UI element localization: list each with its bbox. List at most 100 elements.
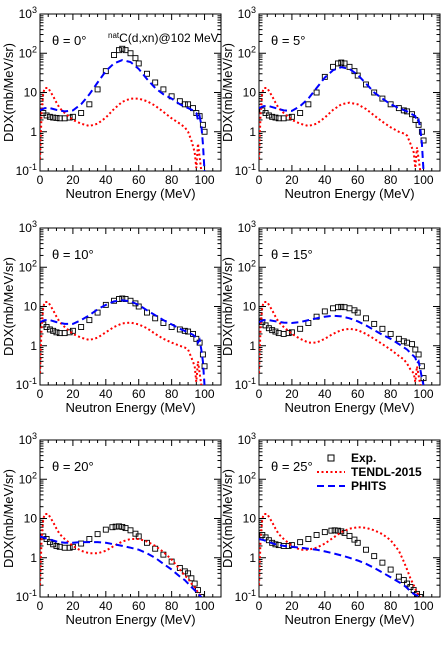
y-axis-label: DDX(mb/MeV/sr) xyxy=(220,257,235,356)
exp-point xyxy=(321,73,328,80)
exp-series xyxy=(40,523,205,597)
phits-line xyxy=(40,535,202,597)
exp-point xyxy=(127,50,134,57)
exp-point xyxy=(50,327,57,334)
exp-point xyxy=(418,363,425,370)
exp-point xyxy=(116,523,122,530)
x-tick-label: 60 xyxy=(132,173,146,187)
exp-point xyxy=(135,60,142,67)
exp-point xyxy=(400,338,407,345)
exp-point xyxy=(351,536,358,543)
exp-point xyxy=(297,325,304,332)
x-tick-label: 80 xyxy=(384,599,398,613)
exp-point xyxy=(404,339,411,346)
exp-point xyxy=(195,587,201,594)
x-tick-label: 100 xyxy=(195,599,215,613)
y-tick-label: 1 xyxy=(249,339,256,353)
y-tick-label: 102 xyxy=(238,44,256,60)
exp-point xyxy=(78,540,85,547)
exp-point xyxy=(395,335,402,342)
x-tick-label: 40 xyxy=(99,387,113,401)
legend-label: TENDL-2015 xyxy=(351,465,422,479)
tendl-line xyxy=(259,513,422,597)
exp-point xyxy=(321,308,328,315)
exp-point xyxy=(43,112,50,119)
exp-point xyxy=(43,536,50,542)
x-tick-label: 0 xyxy=(37,173,44,187)
exp-point xyxy=(379,95,386,102)
y-tick-label: 1 xyxy=(249,125,256,139)
exp-point xyxy=(371,89,378,96)
tendl-line xyxy=(40,513,203,597)
reaction-label-main: C(d,xn)@102 MeV xyxy=(119,31,219,45)
exp-point xyxy=(135,303,142,310)
x-tick-label: 60 xyxy=(132,599,146,613)
exp-point xyxy=(269,327,276,334)
x-axis-label: Neutron Energy (MeV) xyxy=(284,186,414,201)
exp-point xyxy=(122,47,129,54)
exp-point xyxy=(144,539,150,546)
y-tick-label: 10-1 xyxy=(235,588,256,604)
legend-label: PHITS xyxy=(351,479,386,493)
y-tick-label: 1 xyxy=(30,551,37,565)
exp-series xyxy=(259,303,427,382)
y-axis-label: DDX(mb/MeV/sr) xyxy=(220,43,235,142)
x-tick-label: 100 xyxy=(195,173,215,187)
plot-area xyxy=(40,45,208,171)
exp-point xyxy=(78,110,85,116)
exp-point xyxy=(78,324,85,330)
exp-point xyxy=(338,528,345,535)
exp-point xyxy=(387,566,394,573)
exp-point xyxy=(127,527,134,534)
exp-point xyxy=(53,542,60,549)
x-tick-label: 40 xyxy=(318,599,332,613)
panel-0: 0 20 40 60 80 100 10-1 1 10 102 103 Neutron Energy … xyxy=(1,5,222,201)
exp-point xyxy=(53,329,60,336)
x-tick-label: 40 xyxy=(99,173,113,187)
x-tick-label: 20 xyxy=(285,599,299,613)
exp-point xyxy=(272,328,279,335)
x-axis-label: Neutron Energy (MeV) xyxy=(284,612,414,627)
exp-point xyxy=(363,81,369,88)
exp-point xyxy=(285,114,292,121)
exp-point xyxy=(46,326,53,333)
exp-point xyxy=(363,315,369,322)
exp-point xyxy=(280,115,287,122)
reaction-label: natC(d,xn)@102 MeV xyxy=(108,31,219,45)
y-tick-label: 102 xyxy=(238,470,256,486)
exp-point xyxy=(280,330,287,337)
exp-point xyxy=(109,524,116,531)
y-tick-label: 10 xyxy=(24,300,38,314)
exp-point xyxy=(288,113,295,120)
y-tick-label: 103 xyxy=(238,5,256,21)
exp-point xyxy=(116,47,122,54)
x-axis-label: Neutron Energy (MeV) xyxy=(65,186,195,201)
exp-point xyxy=(404,580,411,587)
y-tick-label: 10-1 xyxy=(235,162,256,178)
x-tick-label: 0 xyxy=(37,387,44,401)
exp-point xyxy=(198,594,205,597)
x-tick-label: 60 xyxy=(132,387,146,401)
exp-point xyxy=(330,305,336,312)
exp-point xyxy=(185,570,192,577)
tendl-line xyxy=(259,87,422,171)
exp-point xyxy=(313,89,320,96)
legend-marker-exp xyxy=(327,454,335,462)
phits-line xyxy=(259,538,421,597)
exp-point xyxy=(160,551,167,558)
x-tick-label: 40 xyxy=(318,387,332,401)
exp-point xyxy=(354,539,361,546)
x-tick-label: 40 xyxy=(318,173,332,187)
exp-series xyxy=(40,295,208,370)
exp-point xyxy=(185,101,192,108)
plot-area xyxy=(259,59,427,171)
exp-point xyxy=(160,86,167,93)
phits-line xyxy=(259,66,425,171)
exp-point xyxy=(152,545,159,552)
exp-point xyxy=(420,375,427,382)
exp-point xyxy=(313,532,320,538)
x-tick-label: 100 xyxy=(414,387,434,401)
y-tick-label: 10-1 xyxy=(16,162,37,178)
y-tick-label: 10 xyxy=(243,300,257,314)
exp-point xyxy=(415,351,422,358)
